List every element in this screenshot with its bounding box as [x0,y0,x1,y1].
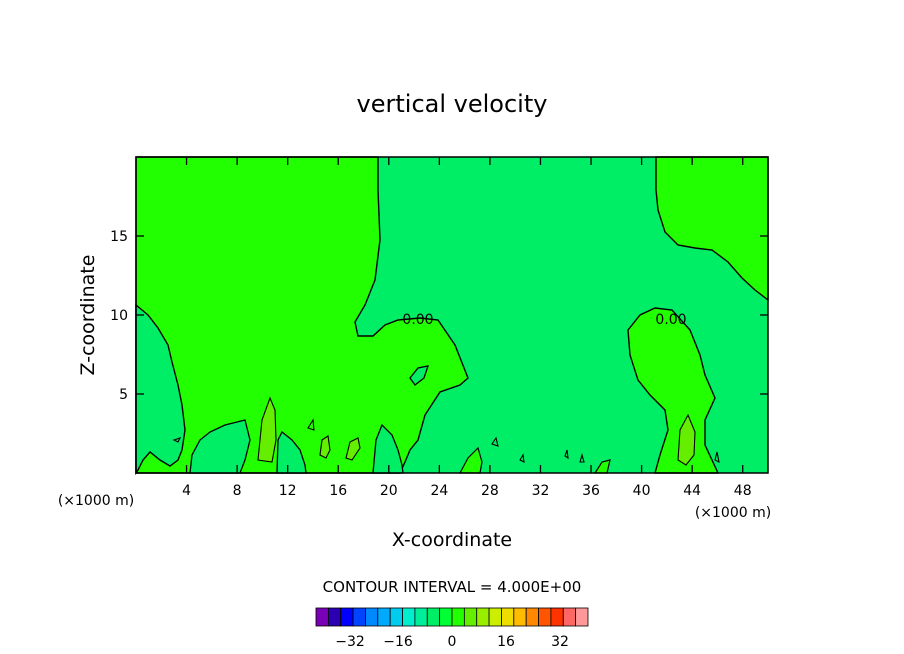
x-tick-label: 12 [279,483,297,499]
colorbar-swatch [575,607,589,627]
strong-core-4 [677,413,696,466]
colorbar-swatch [327,607,342,627]
colorbar-swatch [389,607,403,627]
colorbar-swatch [315,607,329,627]
strong-core-3 [345,437,361,461]
y-tick-label: 15 [110,229,128,245]
negative-bubble-4 [409,365,429,386]
contour-label-2: 0.00 [655,312,686,328]
colorbar-tick-label: 0 [448,634,457,650]
positive-region-lower-right [627,307,720,474]
colorbar-swatch [426,607,441,627]
colorbar-swatch [538,607,552,627]
colorbar-swatch [340,607,354,627]
negative-bubble-2 [276,430,307,474]
colorbar-swatch [550,607,564,627]
colorbar-swatch [402,607,416,627]
y-axis-label: Z-coordinate [77,255,99,376]
colorbar-swatch [365,607,379,627]
x-tick-label: 16 [329,483,347,499]
tiny-contour-1 [172,418,720,463]
colorbar-tick-label: 32 [551,634,569,650]
colorbar-swatch [501,607,515,627]
colorbar-tick-label: 16 [497,634,515,650]
x-tick-label: 8 [233,483,242,499]
colorbar-swatch [352,607,366,627]
y-tick-label: 5 [119,387,128,403]
colorbar-swatch [377,607,391,627]
x-axis-label: X-coordinate [392,529,512,551]
x-tick-label: 24 [430,483,448,499]
colorbar [315,607,589,627]
colorbar-swatch [414,607,428,627]
contour-label-1: 0.00 [402,312,433,328]
x-tick-label: 4 [182,483,191,499]
colorbar-tick-label: −16 [383,634,413,650]
y-tick-label: 10 [110,308,128,324]
x-tick-label: 40 [633,483,651,499]
negative-region-left [135,303,186,476]
negative-bubble-3 [372,423,404,474]
colorbar-swatch [513,607,527,627]
contour-interval-label: CONTOUR INTERVAL = 4.000E+00 [323,578,582,596]
strong-core-1 [257,396,277,463]
y-axis-ticks: 5 10 15 [110,229,768,403]
colorbar-swatch [476,607,490,627]
plot-area: 0.00 0.00 [135,156,769,476]
x-tick-label: 32 [532,483,550,499]
colorbar-swatch [451,607,465,627]
strong-core-2 [319,435,331,459]
chart-title: vertical velocity [357,90,548,118]
x-tick-label: 20 [380,483,398,499]
x-tick-label: 28 [481,483,499,499]
negative-bubble-1 [189,419,251,474]
x-unit-label-right: (×1000 m) [695,505,771,521]
colorbar-swatch [463,607,478,627]
x-unit-label-left: (×1000 m) [58,493,134,509]
x-tick-label: 36 [582,483,600,499]
x-tick-label: 48 [734,483,752,499]
positive-region-upper-left [135,156,469,474]
colorbar-swatch [439,607,453,627]
colorbar-ticks: −32 −16 0 16 32 [335,634,569,650]
colorbar-swatch [488,607,502,627]
x-axis-ticks: 4 8 12 16 20 24 28 32 36 40 44 48 [182,157,752,499]
colorbar-swatch [525,607,539,627]
colorbar-swatch [562,607,577,627]
colorbar-tick-label: −32 [335,634,365,650]
x-tick-label: 44 [683,483,701,499]
